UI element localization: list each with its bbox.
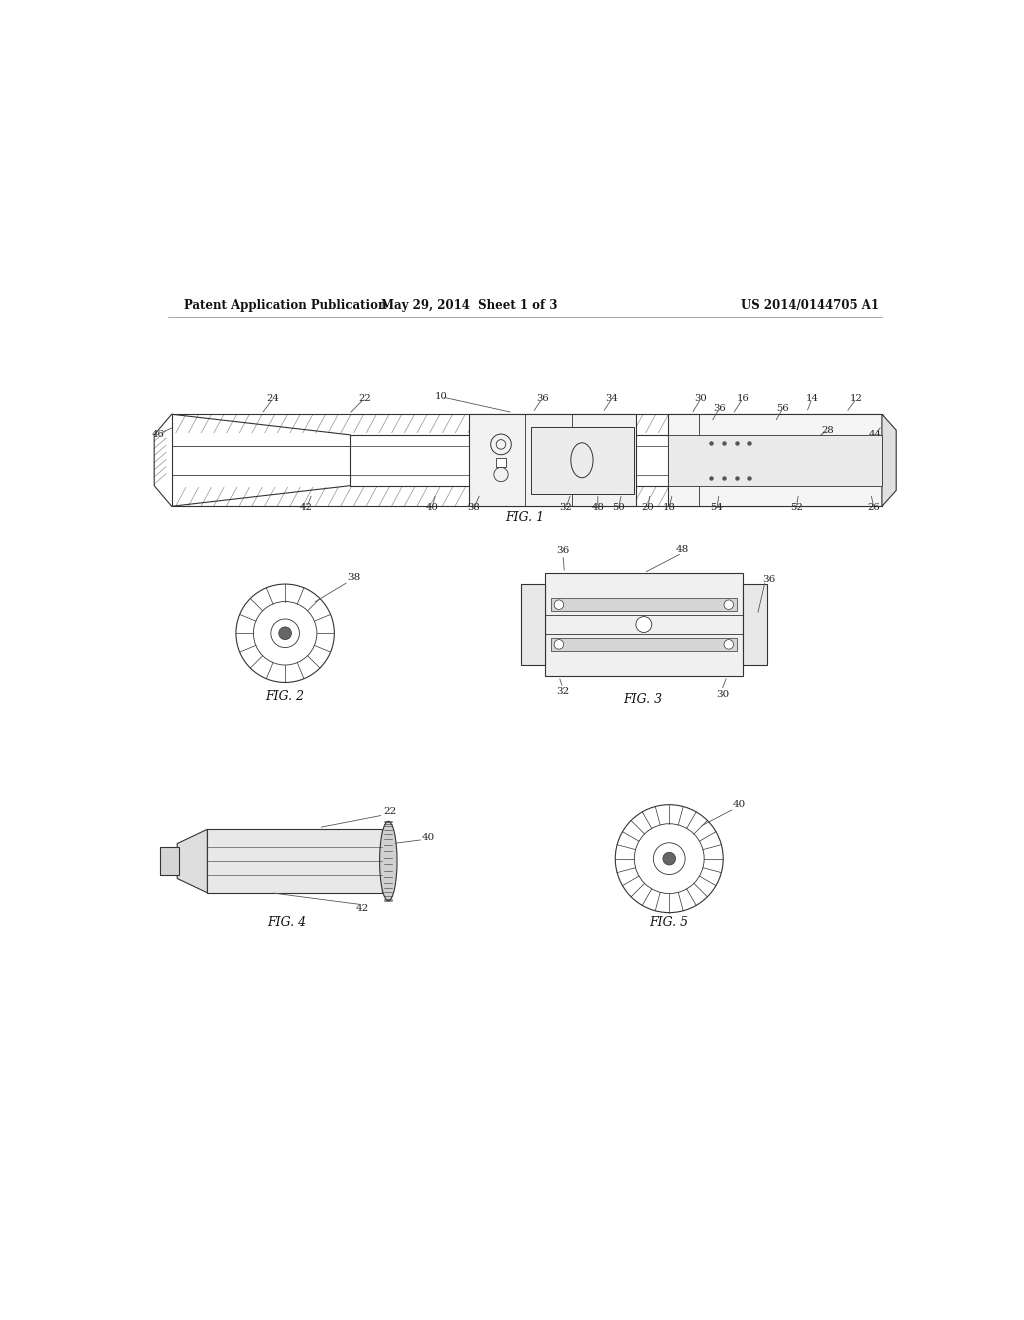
Text: 16: 16 [736, 393, 750, 403]
Text: 22: 22 [383, 807, 396, 816]
Text: 42: 42 [300, 503, 313, 512]
Text: 18: 18 [663, 503, 676, 512]
Text: 56: 56 [776, 404, 790, 413]
Bar [497, 458, 506, 467]
Bar [350, 434, 826, 486]
Text: 36: 36 [536, 393, 549, 403]
Text: FIG. 4: FIG. 4 [267, 916, 306, 929]
Text: 42: 42 [355, 904, 369, 913]
Bar [207, 829, 382, 892]
Text: 26: 26 [867, 503, 881, 512]
Bar [160, 846, 179, 875]
Text: FIG. 1: FIG. 1 [505, 511, 545, 524]
Text: 12: 12 [850, 393, 863, 403]
Circle shape [554, 640, 563, 649]
Text: 10: 10 [435, 392, 447, 401]
Text: 48: 48 [592, 503, 604, 512]
Bar [172, 414, 882, 507]
Text: US 2014/0144705 A1: US 2014/0144705 A1 [741, 300, 880, 312]
Text: 34: 34 [605, 393, 618, 403]
Text: 44: 44 [869, 429, 882, 438]
Text: May 29, 2014  Sheet 1 of 3: May 29, 2014 Sheet 1 of 3 [381, 300, 557, 312]
Text: 24: 24 [267, 393, 280, 403]
Text: 40: 40 [732, 800, 745, 809]
Ellipse shape [380, 821, 397, 900]
Text: 20: 20 [641, 503, 654, 512]
Polygon shape [882, 414, 896, 507]
Text: 30: 30 [694, 393, 708, 403]
Text: 36: 36 [713, 404, 726, 413]
Text: FIG. 2: FIG. 2 [265, 690, 305, 704]
Text: 36: 36 [556, 546, 569, 556]
Text: 22: 22 [358, 393, 371, 403]
Text: Patent Application Publication: Patent Application Publication [183, 300, 386, 312]
Bar [469, 414, 636, 507]
Circle shape [279, 627, 292, 640]
Text: 46: 46 [152, 429, 165, 438]
Text: 28: 28 [821, 425, 835, 434]
Text: 40: 40 [426, 503, 438, 512]
Circle shape [554, 599, 563, 610]
Text: 54: 54 [711, 503, 723, 512]
Circle shape [663, 853, 676, 865]
Bar [531, 426, 634, 494]
Polygon shape [177, 829, 207, 892]
Circle shape [724, 599, 733, 610]
Text: 32: 32 [556, 688, 569, 697]
Text: 36: 36 [763, 574, 776, 583]
Bar [668, 414, 882, 507]
Bar [172, 433, 882, 487]
Bar [743, 583, 767, 665]
Circle shape [724, 640, 733, 649]
Bar [521, 583, 545, 665]
Text: FIG. 3: FIG. 3 [623, 693, 662, 706]
Text: 50: 50 [612, 503, 625, 512]
Text: 52: 52 [790, 503, 803, 512]
Bar [545, 573, 743, 676]
Text: 40: 40 [421, 833, 434, 842]
Text: 48: 48 [675, 545, 688, 553]
Text: 38: 38 [347, 573, 360, 582]
Text: 30: 30 [717, 690, 730, 698]
Bar [668, 434, 882, 486]
Text: 38: 38 [468, 503, 480, 512]
Text: 14: 14 [806, 393, 818, 403]
Circle shape [636, 616, 652, 632]
Text: FIG. 5: FIG. 5 [649, 916, 689, 929]
Text: 32: 32 [560, 503, 572, 512]
Bar [551, 638, 736, 651]
Bar [551, 598, 736, 611]
